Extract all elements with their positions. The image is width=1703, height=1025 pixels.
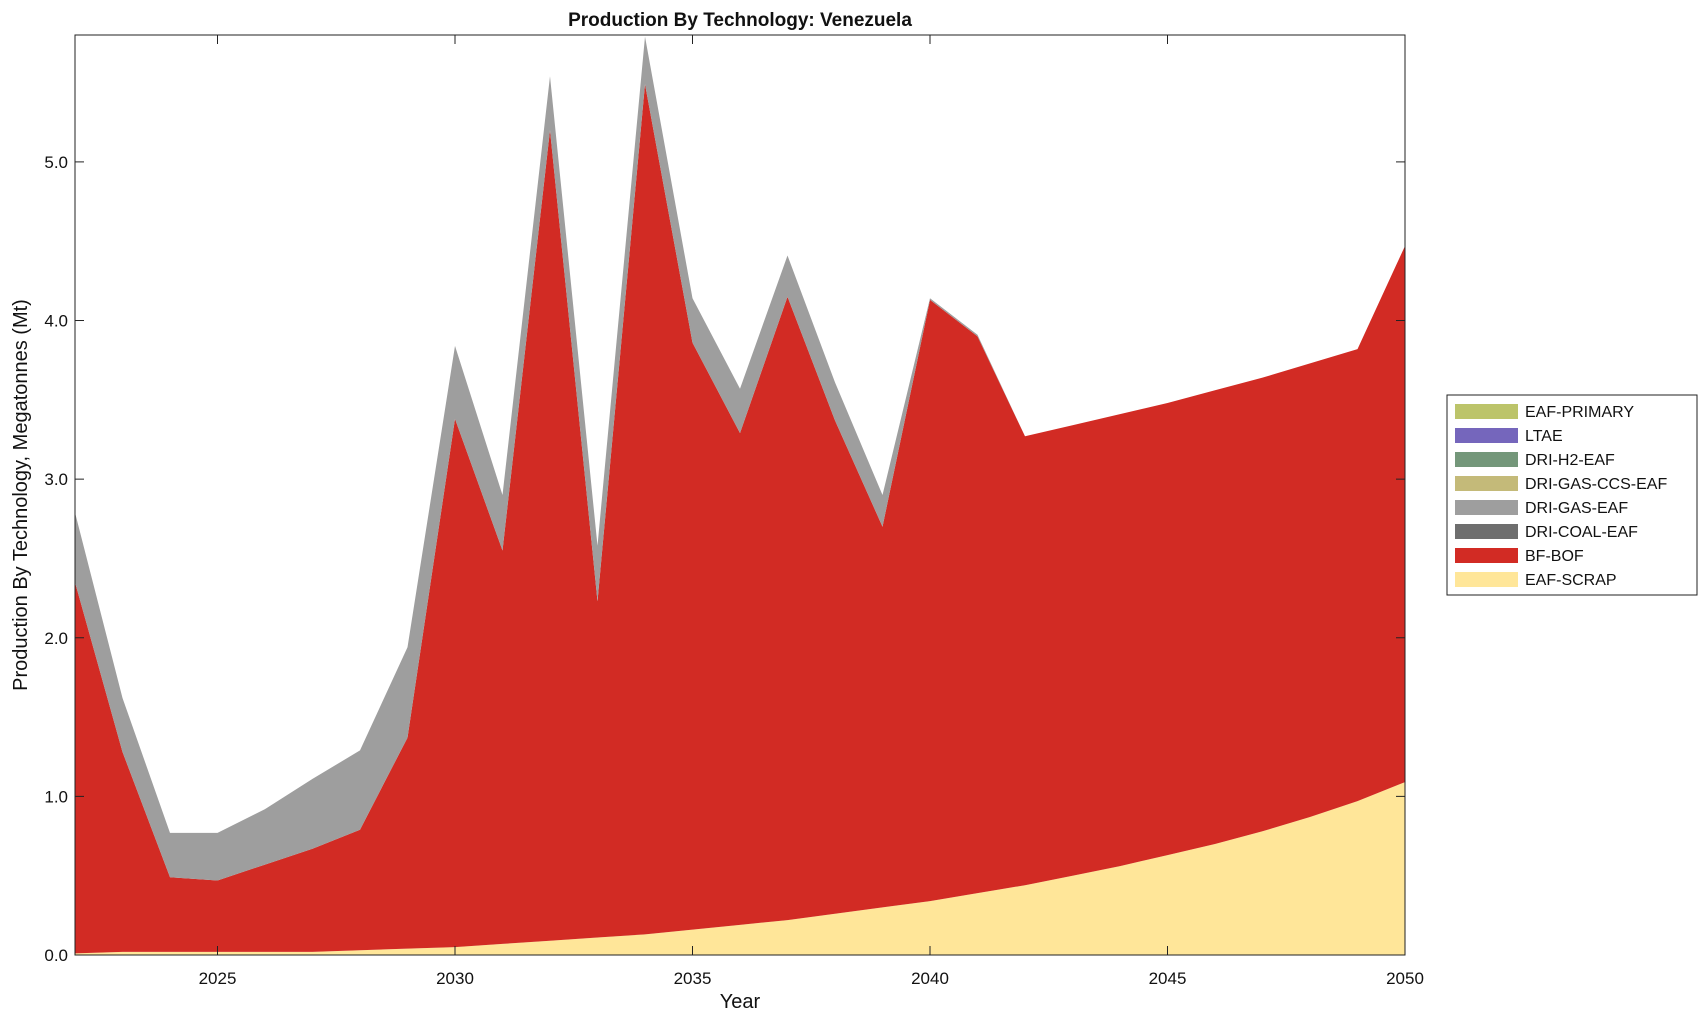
plot-frame: [74, 34, 1406, 956]
legend-label: DRI-GAS-CCS-EAF: [1525, 476, 1667, 493]
x-tick-label: 2050: [1386, 969, 1424, 988]
x-tick-label: 2035: [674, 969, 712, 988]
chart-title: Production By Technology: Venezuela: [568, 10, 912, 31]
x-axis-ticks: 2025 2030 2035 2040 2045 2050: [199, 35, 1424, 988]
x-tick-label: 2025: [199, 969, 237, 988]
legend-box: [1446, 394, 1698, 596]
legend-label: EAF-PRIMARY: [1525, 404, 1634, 421]
legend-item-eaf-primary: EAF-PRIMARY: [1455, 404, 1634, 421]
y-tick-label: 3.0: [44, 470, 68, 489]
y-tick-label: 1.0: [44, 787, 68, 806]
area-dri-gas-eaf: [75, 36, 1405, 881]
area-eaf-scrap: [75, 782, 1405, 955]
legend-swatch: [1455, 572, 1518, 587]
legend-swatch: [1455, 548, 1518, 563]
legend-item-bf-bof: BF-BOF: [1455, 548, 1584, 565]
legend-item-dri-gas-eaf: DRI-GAS-EAF: [1455, 500, 1628, 517]
y-axis-label: Production By Technology, Megatonnes (Mt…: [10, 299, 32, 691]
area-layers: [75, 36, 1405, 955]
legend-label: LTAE: [1525, 428, 1563, 445]
x-tick-label: 2030: [436, 969, 474, 988]
legend-label: BF-BOF: [1525, 548, 1584, 565]
legend-item-ltae: LTAE: [1455, 428, 1563, 445]
legend-swatch: [1455, 500, 1518, 515]
y-tick-label: 5.0: [44, 153, 68, 172]
legend-items: EAF-PRIMARY LTAE DRI-H2-EAF DRI-GAS-CCS-EAF…: [1455, 404, 1667, 589]
area-bf-bof: [75, 84, 1405, 954]
legend: EAF-PRIMARY LTAE DRI-H2-EAF DRI-GAS-CCS-EAF…: [1446, 394, 1698, 596]
y-tick-label: 2.0: [44, 629, 68, 648]
legend-item-dri-coal-eaf: DRI-COAL-EAF: [1455, 524, 1638, 541]
legend-label: DRI-GAS-EAF: [1525, 500, 1628, 517]
legend-swatch: [1455, 524, 1518, 539]
legend-item-dri-gas-ccs-eaf: DRI-GAS-CCS-EAF: [1455, 476, 1667, 493]
x-tick-label: 2045: [1149, 969, 1187, 988]
y-axis-ticks: 0.0 1.0 2.0 3.0 4.0 5.0: [44, 153, 1405, 965]
legend-label: DRI-COAL-EAF: [1525, 524, 1638, 541]
x-tick-label: 2040: [911, 969, 949, 988]
legend-swatch: [1455, 404, 1518, 419]
y-tick-label: 4.0: [44, 312, 68, 331]
legend-swatch: [1455, 476, 1518, 491]
legend-item-dri-h2-eaf: DRI-H2-EAF: [1455, 452, 1615, 469]
y-tick-label: 0.0: [44, 946, 68, 965]
legend-label: EAF-SCRAP: [1525, 572, 1617, 589]
legend-swatch: [1455, 452, 1518, 467]
legend-label: DRI-H2-EAF: [1525, 452, 1615, 469]
legend-swatch: [1455, 428, 1518, 443]
x-axis-label: Year: [720, 991, 761, 1013]
legend-item-eaf-scrap: EAF-SCRAP: [1455, 572, 1617, 589]
